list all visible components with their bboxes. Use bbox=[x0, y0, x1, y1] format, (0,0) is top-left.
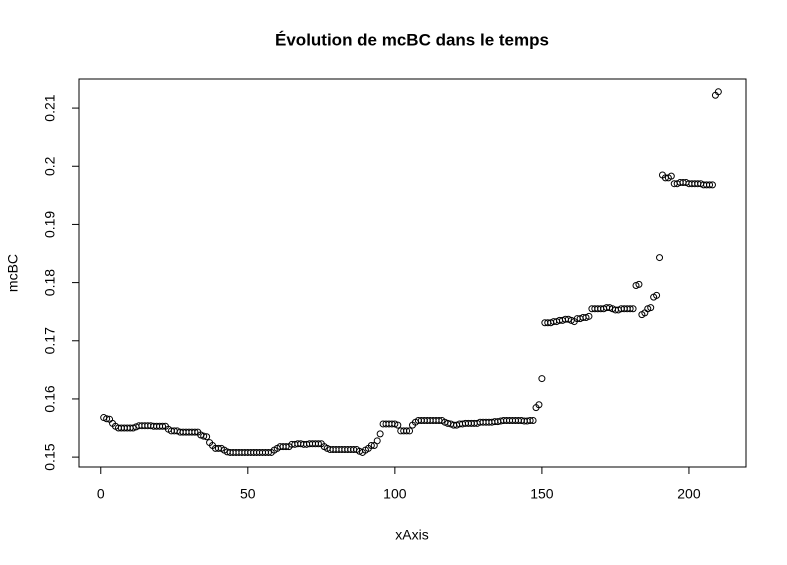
point bbox=[203, 433, 211, 441]
point bbox=[200, 432, 208, 440]
point bbox=[314, 440, 322, 448]
y-tick-label: 0.16 bbox=[42, 385, 58, 412]
point bbox=[706, 181, 714, 189]
x-tick-label: 200 bbox=[677, 486, 701, 502]
point bbox=[159, 422, 167, 430]
point bbox=[373, 437, 381, 445]
point bbox=[635, 280, 643, 288]
x-tick-label: 50 bbox=[240, 486, 256, 502]
y-axis-label: mcBC bbox=[5, 254, 21, 292]
point bbox=[714, 88, 722, 96]
point bbox=[282, 443, 290, 451]
point bbox=[538, 375, 546, 383]
point bbox=[629, 305, 637, 313]
y-tick-label: 0.18 bbox=[42, 269, 58, 296]
point bbox=[656, 254, 664, 262]
point bbox=[526, 416, 534, 424]
plot-box bbox=[78, 78, 747, 468]
point bbox=[626, 305, 634, 313]
x-tick-label: 0 bbox=[97, 486, 105, 502]
y-tick-label: 0.17 bbox=[42, 327, 58, 354]
point bbox=[191, 428, 199, 436]
point bbox=[647, 304, 655, 312]
point bbox=[535, 401, 543, 409]
point bbox=[103, 415, 111, 423]
y-tick-label: 0.21 bbox=[42, 94, 58, 121]
point bbox=[264, 448, 272, 456]
point bbox=[653, 291, 661, 299]
point bbox=[376, 430, 384, 438]
point bbox=[529, 416, 537, 424]
y-tick-label: 0.19 bbox=[42, 211, 58, 238]
x-axis-label: xAxis bbox=[395, 527, 428, 543]
point bbox=[394, 421, 402, 429]
y-tick-label: 0.2 bbox=[42, 156, 58, 176]
point bbox=[367, 441, 375, 449]
x-tick-label: 100 bbox=[383, 486, 407, 502]
y-tick-label: 0.15 bbox=[42, 443, 58, 470]
point bbox=[403, 427, 411, 435]
point bbox=[667, 172, 675, 180]
x-tick-label: 150 bbox=[530, 486, 554, 502]
point bbox=[585, 312, 593, 320]
point bbox=[708, 181, 716, 189]
chart-title: Évolution de mcBC dans le temps bbox=[275, 30, 549, 49]
point bbox=[406, 427, 414, 435]
